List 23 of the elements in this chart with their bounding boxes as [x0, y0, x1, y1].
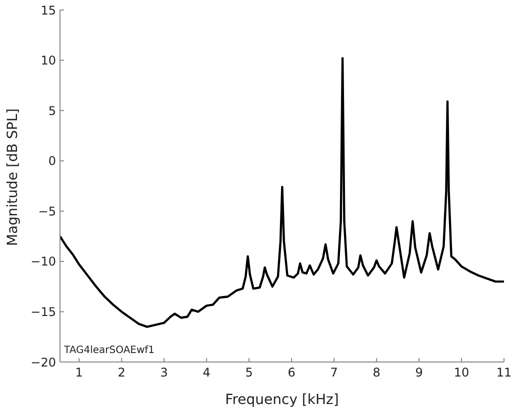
x-tick-label: 3	[160, 366, 168, 380]
x-tick-label: 8	[372, 366, 380, 380]
y-axis-title: Magnitude [dB SPL]	[4, 108, 21, 246]
annotation: TAG4learSOAEwf1	[64, 345, 155, 356]
y-tick-label: 5	[48, 104, 56, 118]
x-tick-label: 5	[245, 366, 253, 380]
y-tick-label: −10	[30, 254, 56, 269]
x-tick-label: 7	[330, 366, 338, 380]
x-axis-title: Frequency [kHz]	[225, 392, 339, 408]
x-tick-label: 11	[496, 366, 512, 380]
x-tick-label: 2	[118, 366, 126, 380]
y-tick-label: −20	[30, 355, 56, 370]
x-tick-label: 10	[454, 366, 470, 380]
x-tick-label: 6	[288, 366, 296, 380]
y-tick-label: 10	[40, 54, 56, 68]
x-tick-label: 4	[202, 366, 210, 380]
y-tick-label: −5	[38, 204, 56, 218]
x-tick-label: 1	[75, 366, 83, 380]
line-series	[60, 57, 504, 328]
x-tick-label: 9	[415, 366, 423, 380]
y-tick-label: −15	[30, 304, 56, 319]
y-tick-label: 15	[40, 3, 56, 18]
y-tick-label: 0	[48, 154, 56, 168]
